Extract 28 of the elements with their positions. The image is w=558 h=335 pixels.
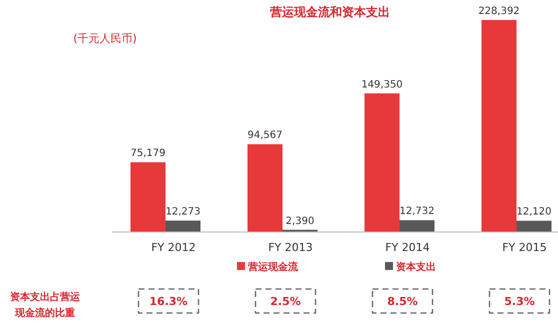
text: 资本支出占营运现金流的比重	[10, 291, 81, 319]
text: 2.5%	[270, 295, 301, 308]
bar	[130, 162, 166, 232]
data-label: 94,567	[248, 130, 282, 142]
chart-title: 营运现金流和资本支出	[269, 5, 390, 19]
bar	[166, 220, 200, 232]
text: (千元人民币)	[73, 32, 137, 45]
data-label: 75,179	[130, 148, 166, 160]
data-label: 2,390	[286, 216, 314, 227]
legend-label: 营运现金流	[247, 261, 299, 273]
bar	[400, 220, 434, 232]
x-tick-label: FY 2014	[385, 241, 430, 254]
bar	[482, 20, 516, 232]
bar	[364, 93, 400, 232]
bar	[248, 144, 282, 232]
x-tick-label: FY 2012	[151, 241, 196, 254]
data-label: 149,350	[361, 79, 403, 90]
data-label: 12,120	[516, 206, 552, 218]
text: 16.3%	[149, 295, 188, 308]
data-label: 12,732	[400, 206, 434, 218]
x-tick-label: FY 2015	[502, 241, 547, 254]
x-tick-label: FY 2013	[268, 241, 313, 254]
text: 5.3%	[504, 295, 535, 308]
bar	[516, 220, 552, 232]
text: 8.5%	[387, 295, 418, 308]
data-label: 12,273	[166, 206, 200, 218]
legend-label: 资本支出	[396, 261, 436, 273]
data-label: 228,392	[478, 6, 520, 17]
